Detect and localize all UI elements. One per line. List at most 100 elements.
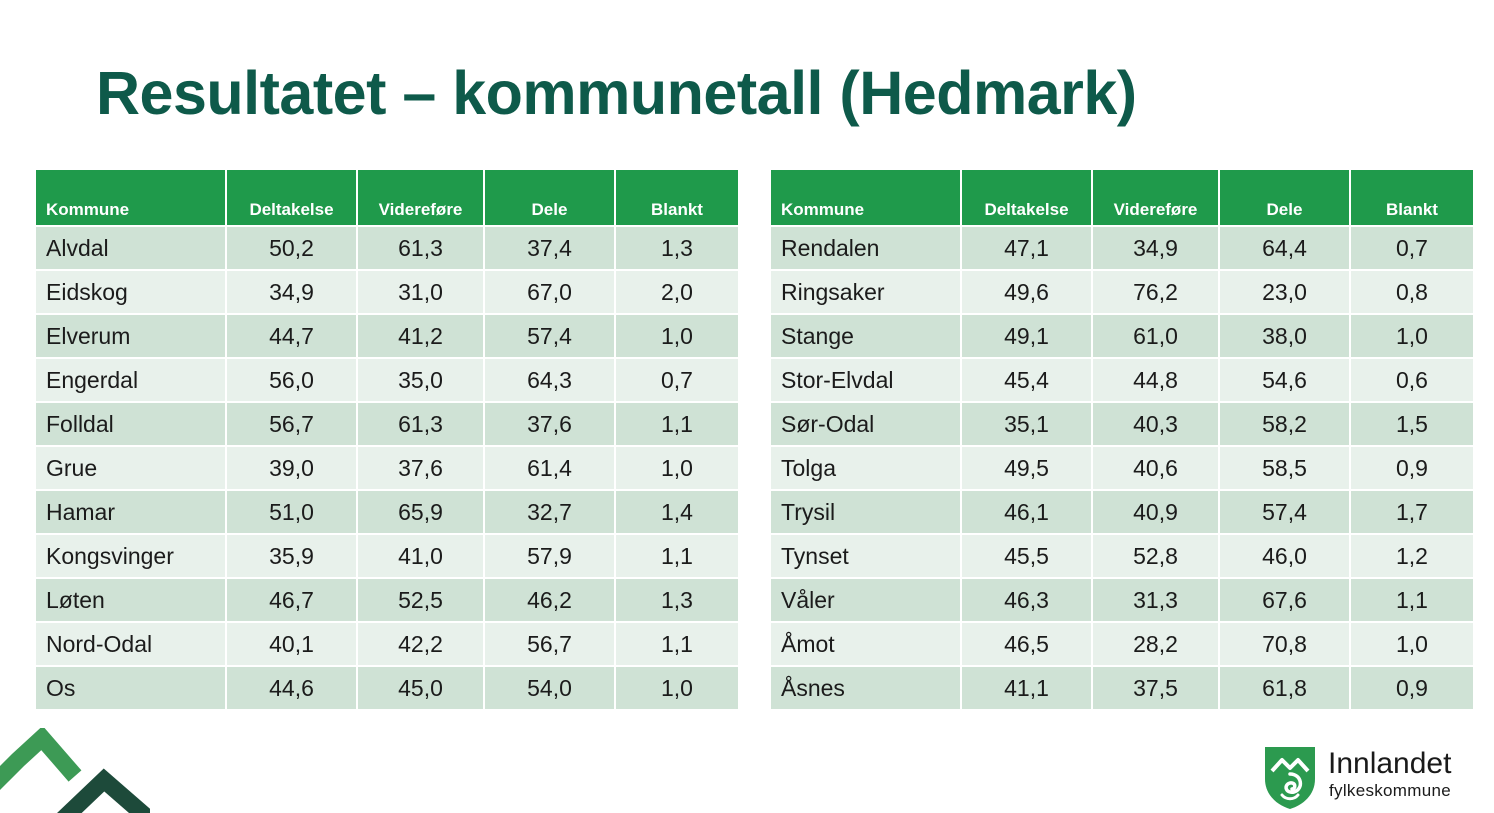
cell-value: 61,4 bbox=[484, 446, 616, 491]
cell-value: 54,6 bbox=[1219, 358, 1351, 403]
cell-value: 1,0 bbox=[615, 446, 738, 491]
cell-value: 1,3 bbox=[615, 226, 738, 271]
cell-value: 31,3 bbox=[1092, 578, 1220, 623]
cell-kommune: Trysil bbox=[771, 490, 962, 535]
cell-kommune: Sør-Odal bbox=[771, 402, 962, 447]
table-row: Os 44,6 45,0 54,0 1,0 bbox=[36, 666, 738, 711]
cell-value: 37,6 bbox=[357, 446, 485, 491]
cell-kommune: Tolga bbox=[771, 446, 962, 491]
cell-value: 46,7 bbox=[226, 578, 358, 623]
cell-value: 1,0 bbox=[1350, 314, 1473, 359]
table-row: Grue 39,0 37,6 61,4 1,0 bbox=[36, 446, 738, 491]
cell-value: 45,0 bbox=[357, 666, 485, 711]
cell-value: 1,0 bbox=[615, 314, 738, 359]
cell-value: 2,0 bbox=[615, 270, 738, 315]
table-row: Rendalen 47,1 34,9 64,4 0,7 bbox=[771, 226, 1473, 271]
cell-value: 1,1 bbox=[615, 534, 738, 579]
cell-value: 1,4 bbox=[615, 490, 738, 535]
cell-value: 46,0 bbox=[1219, 534, 1351, 579]
column-header-kommune: Kommune bbox=[771, 170, 962, 227]
cell-value: 0,9 bbox=[1350, 446, 1473, 491]
table-row: Våler 46,3 31,3 67,6 1,1 bbox=[771, 578, 1473, 623]
cell-value: 39,0 bbox=[226, 446, 358, 491]
cell-value: 35,0 bbox=[357, 358, 485, 403]
cell-value: 61,0 bbox=[1092, 314, 1220, 359]
cell-value: 58,5 bbox=[1219, 446, 1351, 491]
cell-value: 32,7 bbox=[484, 490, 616, 535]
results-table-left: Kommune Deltakelse Videreføre Dele Blank… bbox=[36, 170, 738, 711]
cell-value: 57,9 bbox=[484, 534, 616, 579]
cell-value: 51,0 bbox=[226, 490, 358, 535]
table-row: Alvdal 50,2 61,3 37,4 1,3 bbox=[36, 226, 738, 271]
cell-value: 0,9 bbox=[1350, 666, 1473, 711]
cell-kommune: Alvdal bbox=[36, 226, 227, 271]
cell-value: 61,3 bbox=[357, 226, 485, 271]
cell-value: 50,2 bbox=[226, 226, 358, 271]
cell-value: 45,5 bbox=[961, 534, 1093, 579]
column-header-deltakelse: Deltakelse bbox=[226, 170, 358, 227]
cell-value: 34,9 bbox=[1092, 226, 1220, 271]
column-header-blankt: Blankt bbox=[615, 170, 738, 227]
column-header-dele: Dele bbox=[484, 170, 616, 227]
column-header-dele: Dele bbox=[1219, 170, 1351, 227]
cell-value: 35,1 bbox=[961, 402, 1093, 447]
column-header-deltakelse: Deltakelse bbox=[961, 170, 1093, 227]
cell-value: 40,3 bbox=[1092, 402, 1220, 447]
cell-value: 41,2 bbox=[357, 314, 485, 359]
cell-value: 37,6 bbox=[484, 402, 616, 447]
table-row: Stange 49,1 61,0 38,0 1,0 bbox=[771, 314, 1473, 359]
cell-value: 1,3 bbox=[615, 578, 738, 623]
cell-value: 41,1 bbox=[961, 666, 1093, 711]
cell-value: 35,9 bbox=[226, 534, 358, 579]
cell-kommune: Våler bbox=[771, 578, 962, 623]
cell-value: 28,2 bbox=[1092, 622, 1220, 667]
cell-kommune: Løten bbox=[36, 578, 227, 623]
cell-kommune: Tynset bbox=[771, 534, 962, 579]
cell-kommune: Elverum bbox=[36, 314, 227, 359]
cell-value: 64,4 bbox=[1219, 226, 1351, 271]
table-body: Rendalen 47,1 34,9 64,4 0,7 Ringsaker 49,6 76,2… bbox=[771, 226, 1473, 711]
cell-value: 67,6 bbox=[1219, 578, 1351, 623]
cell-kommune: Grue bbox=[36, 446, 227, 491]
table-row: Ringsaker 49,6 76,2 23,0 0,8 bbox=[771, 270, 1473, 315]
cell-value: 41,0 bbox=[357, 534, 485, 579]
cell-value: 46,5 bbox=[961, 622, 1093, 667]
table-row: Kongsvinger 35,9 41,0 57,9 1,1 bbox=[36, 534, 738, 579]
cell-value: 67,0 bbox=[484, 270, 616, 315]
results-table-right: Kommune Deltakelse Videreføre Dele Blank… bbox=[771, 170, 1473, 711]
cell-kommune: Folldal bbox=[36, 402, 227, 447]
cell-value: 34,9 bbox=[226, 270, 358, 315]
cell-kommune: Os bbox=[36, 666, 227, 711]
innlandet-shield-icon bbox=[1265, 747, 1315, 809]
table-row: Eidskog 34,9 31,0 67,0 2,0 bbox=[36, 270, 738, 315]
cell-value: 37,4 bbox=[484, 226, 616, 271]
cell-kommune: Engerdal bbox=[36, 358, 227, 403]
innlandet-logo: Innlandet fylkeskommune bbox=[1262, 745, 1482, 813]
cell-value: 56,7 bbox=[226, 402, 358, 447]
cell-value: 1,1 bbox=[615, 402, 738, 447]
cell-kommune: Kongsvinger bbox=[36, 534, 227, 579]
cell-value: 1,1 bbox=[615, 622, 738, 667]
cell-value: 56,7 bbox=[484, 622, 616, 667]
logo-subtitle: fylkeskommune bbox=[1329, 781, 1451, 800]
cell-kommune: Nord-Odal bbox=[36, 622, 227, 667]
cell-value: 0,7 bbox=[1350, 226, 1473, 271]
table-body: Alvdal 50,2 61,3 37,4 1,3 Eidskog 34,9 31,0 67,0… bbox=[36, 226, 738, 711]
column-header-blankt: Blankt bbox=[1350, 170, 1473, 227]
cell-value: 38,0 bbox=[1219, 314, 1351, 359]
table-header-row: Kommune Deltakelse Videreføre Dele Blank… bbox=[36, 170, 738, 227]
cell-value: 40,6 bbox=[1092, 446, 1220, 491]
cell-kommune: Eidskog bbox=[36, 270, 227, 315]
cell-value: 61,3 bbox=[357, 402, 485, 447]
cell-value: 31,0 bbox=[357, 270, 485, 315]
cell-value: 49,5 bbox=[961, 446, 1093, 491]
cell-value: 44,6 bbox=[226, 666, 358, 711]
mountain-decoration-icon bbox=[0, 728, 150, 813]
table-row: Folldal 56,7 61,3 37,6 1,1 bbox=[36, 402, 738, 447]
cell-value: 58,2 bbox=[1219, 402, 1351, 447]
cell-kommune: Ringsaker bbox=[771, 270, 962, 315]
cell-kommune: Åsnes bbox=[771, 666, 962, 711]
cell-value: 0,6 bbox=[1350, 358, 1473, 403]
cell-value: 76,2 bbox=[1092, 270, 1220, 315]
table-row: Åsnes 41,1 37,5 61,8 0,9 bbox=[771, 666, 1473, 711]
